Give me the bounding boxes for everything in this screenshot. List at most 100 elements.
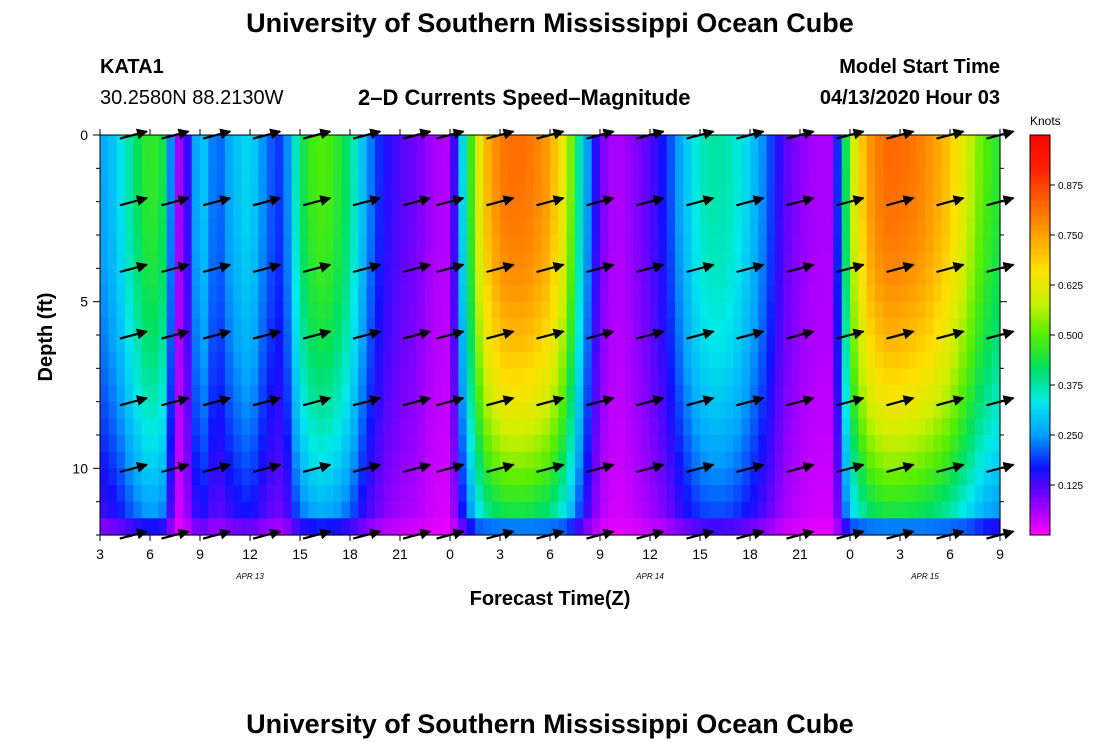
heatmap-cell — [525, 401, 534, 419]
page-title-bottom: University of Southern Mississippi Ocean… — [246, 709, 854, 739]
heatmap-cell — [925, 368, 934, 386]
heatmap-cell — [708, 518, 718, 536]
heatmap-cell — [150, 451, 159, 469]
heatmap-cell — [683, 168, 693, 186]
heatmap-cell — [183, 251, 193, 269]
heatmap-cell — [725, 351, 734, 369]
heatmap-cell — [758, 368, 768, 386]
heatmap-cell — [433, 168, 443, 186]
heatmap-cell — [525, 368, 534, 386]
heatmap-cell — [375, 251, 384, 269]
heatmap-cell — [325, 335, 334, 353]
heatmap-cell — [283, 218, 293, 236]
heatmap-cell — [725, 468, 734, 486]
heatmap-cell — [850, 368, 859, 386]
heatmap-cell — [316, 501, 326, 519]
heatmap-cell — [866, 501, 876, 519]
heatmap-cell — [808, 368, 818, 386]
heatmap-cell — [241, 318, 251, 336]
heatmap-cell — [125, 385, 134, 403]
heatmap-cell — [866, 201, 876, 219]
heatmap-cell — [991, 168, 1001, 186]
heatmap-cell — [391, 451, 401, 469]
heatmap-cell — [675, 318, 684, 336]
heatmap-cell — [641, 385, 651, 403]
heatmap-cell — [125, 401, 134, 419]
heatmap-cell — [733, 285, 743, 303]
heatmap-cell — [116, 368, 126, 386]
heatmap-cell — [841, 135, 851, 153]
heatmap-cell — [866, 468, 876, 486]
heatmap-cell — [325, 485, 334, 503]
heatmap-cell — [966, 251, 976, 269]
heatmap-cell — [758, 235, 768, 253]
heatmap-cell — [625, 151, 634, 169]
heatmap-cell — [358, 501, 368, 519]
heatmap-cell — [341, 285, 351, 303]
heatmap-cell — [283, 251, 293, 269]
heatmap-cell — [808, 485, 818, 503]
heatmap-cell — [791, 168, 801, 186]
heatmap-cell — [891, 418, 901, 436]
heatmap-cell — [933, 335, 943, 353]
heatmap-cell — [316, 268, 326, 286]
heatmap-cell — [941, 435, 951, 453]
heatmap-cell — [950, 318, 959, 336]
heatmap-cell — [800, 201, 809, 219]
heatmap-cell — [800, 168, 809, 186]
heatmap-cell — [233, 235, 243, 253]
heatmap-cell — [233, 268, 243, 286]
heatmap-cell — [250, 451, 259, 469]
heatmap-cell — [650, 168, 659, 186]
heatmap-cell — [841, 301, 851, 319]
heatmap-cell — [466, 385, 476, 403]
heatmap-cell — [391, 335, 401, 353]
heatmap-cell — [808, 351, 818, 369]
heatmap-cell — [125, 251, 134, 269]
heatmap-cell — [125, 201, 134, 219]
heatmap-cell — [108, 335, 118, 353]
heatmap-cell — [950, 251, 959, 269]
colorbar-tick-label: 0.750 — [1058, 231, 1083, 242]
heatmap-cell — [425, 485, 434, 503]
heatmap-cell — [625, 468, 634, 486]
heatmap-cell — [508, 501, 518, 519]
heatmap-cell — [250, 418, 259, 436]
heatmap-cell — [741, 318, 751, 336]
heatmap-cell — [491, 301, 501, 319]
heatmap-cell — [458, 251, 468, 269]
heatmap-cell — [616, 385, 626, 403]
heatmap-cell — [750, 185, 759, 203]
heatmap-cell — [233, 518, 243, 536]
heatmap-cell — [858, 168, 868, 186]
heatmap-cell — [708, 485, 718, 503]
heatmap-cell — [358, 518, 368, 536]
heatmap-cell — [366, 485, 376, 503]
heatmap-cell — [850, 418, 859, 436]
heatmap-cell — [683, 201, 693, 219]
heatmap-cell — [725, 151, 734, 169]
heatmap-cell — [233, 451, 243, 469]
x-tick-label: 9 — [596, 546, 604, 562]
heatmap-cell — [900, 368, 909, 386]
heatmap-cell — [991, 435, 1001, 453]
heatmap-cell — [108, 235, 118, 253]
heatmap-cell — [650, 418, 659, 436]
heatmap-cell — [258, 501, 268, 519]
heatmap-cell — [441, 368, 451, 386]
heatmap-cell — [958, 135, 968, 153]
heatmap-cell — [650, 468, 659, 486]
heatmap-cell — [233, 351, 243, 369]
heatmap-cell — [441, 201, 451, 219]
heatmap-cell — [858, 335, 868, 353]
heatmap-cell — [616, 401, 626, 419]
heatmap-cell — [683, 501, 693, 519]
heatmap-cell — [925, 418, 934, 436]
heatmap-cell — [625, 285, 634, 303]
heatmap-cell — [658, 201, 668, 219]
heatmap-cell — [400, 201, 409, 219]
heatmap-cell — [791, 451, 801, 469]
heatmap-cell — [125, 135, 134, 153]
heatmap-cell — [350, 401, 359, 419]
heatmap-cell — [858, 435, 868, 453]
